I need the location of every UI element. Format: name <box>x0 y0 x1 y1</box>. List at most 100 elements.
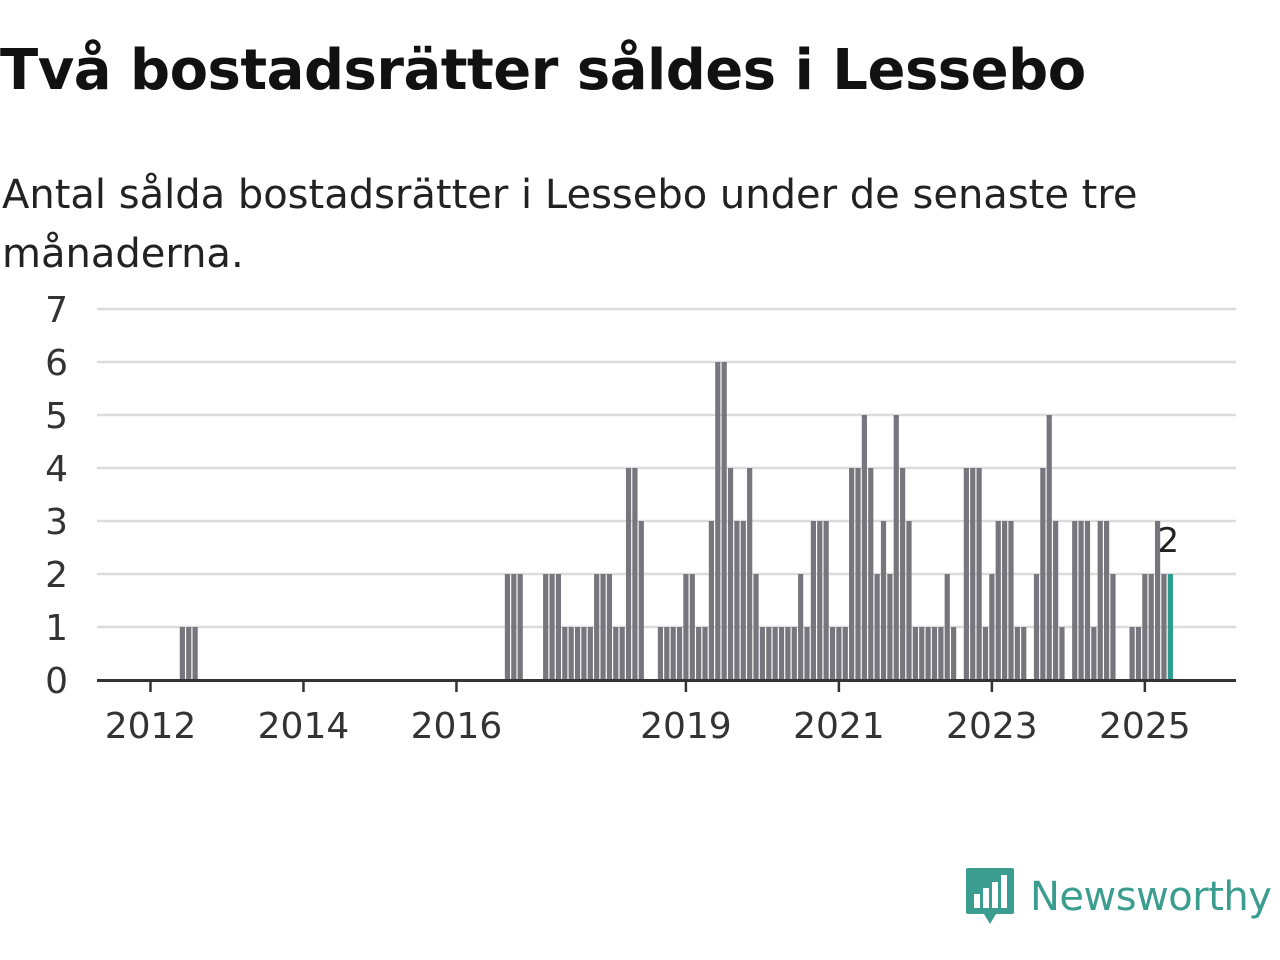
bar <box>868 468 874 680</box>
bar <box>670 627 676 680</box>
bar <box>708 521 715 680</box>
bar <box>829 627 836 680</box>
bar <box>912 627 918 680</box>
bar <box>562 627 568 680</box>
bar <box>549 574 555 680</box>
bar <box>823 521 829 680</box>
bar <box>963 468 969 680</box>
bar <box>1014 627 1020 680</box>
bar <box>976 468 982 680</box>
bar <box>179 627 185 680</box>
y-tick-label: 4 <box>45 449 68 490</box>
bar <box>919 627 925 680</box>
bar <box>619 627 625 680</box>
bar <box>836 627 842 680</box>
bar <box>504 574 511 680</box>
x-tick-label: 2023 <box>946 706 1038 747</box>
bar <box>772 627 778 680</box>
bar <box>1033 574 1040 680</box>
bar <box>555 574 562 680</box>
chart-subtitle: Antal sålda bostadsrätter i Lessebo unde… <box>2 172 1138 277</box>
y-tick-label: 1 <box>45 608 68 649</box>
bar <box>543 574 549 680</box>
bar <box>613 627 619 680</box>
bar <box>664 627 670 680</box>
bar <box>785 627 791 680</box>
y-tick-label: 6 <box>45 343 68 384</box>
bar <box>1104 521 1110 680</box>
chart-title: Två bostadsrätter såldes i Lessebo <box>0 38 1086 103</box>
bar <box>702 627 708 680</box>
bar <box>727 468 734 680</box>
bar <box>1078 521 1084 680</box>
bar <box>625 468 632 680</box>
bar <box>1084 521 1091 680</box>
bar <box>600 574 606 680</box>
x-tick-label: 2012 <box>105 706 197 747</box>
bar <box>1021 627 1027 680</box>
bar <box>842 627 848 680</box>
bar <box>740 521 746 680</box>
bar <box>874 574 880 680</box>
bar <box>1148 574 1154 680</box>
bar <box>581 627 587 680</box>
bar <box>938 627 944 680</box>
x-tick-label: 2019 <box>640 706 732 747</box>
bar <box>676 627 683 680</box>
brand-logo: Newsworthy <box>964 864 1272 930</box>
x-axis-tick-labels: 2012 2014 2016 2019 2021 2023 2025 <box>105 706 1191 747</box>
bar <box>192 627 198 680</box>
bar <box>982 627 989 680</box>
bar <box>1040 468 1046 680</box>
bar <box>791 627 797 680</box>
bar <box>587 627 593 680</box>
x-tick-label: 2025 <box>1099 706 1191 747</box>
bar <box>632 468 638 680</box>
bar <box>1161 574 1167 680</box>
bar <box>683 574 689 680</box>
x-tick-label: 2016 <box>411 706 503 747</box>
bar <box>778 627 785 680</box>
bar <box>1008 521 1014 680</box>
bar <box>1154 521 1161 680</box>
y-tick-label: 2 <box>45 555 68 596</box>
bar <box>1142 574 1148 680</box>
bar <box>1072 521 1078 680</box>
bar <box>1002 521 1008 680</box>
bar <box>1135 627 1142 680</box>
bar <box>759 627 765 680</box>
bar <box>893 415 899 680</box>
bar <box>186 627 192 680</box>
bar <box>925 627 931 680</box>
data-labels: 2 <box>1158 521 1180 561</box>
bar <box>1129 627 1135 680</box>
bar <box>798 574 804 680</box>
bar <box>606 574 613 680</box>
bar <box>1097 521 1103 680</box>
bar <box>855 468 861 680</box>
bar <box>689 574 695 680</box>
bar <box>951 627 957 680</box>
bar <box>753 574 759 680</box>
highlight-data-label: 2 <box>1158 521 1180 561</box>
bars <box>179 362 1173 680</box>
bar <box>989 574 995 680</box>
y-tick-label: 5 <box>45 396 68 437</box>
bar <box>995 521 1001 680</box>
bar <box>887 574 893 680</box>
bar <box>766 627 772 680</box>
bar <box>906 521 912 680</box>
x-axis <box>97 679 1236 692</box>
bar <box>1091 627 1097 680</box>
bar <box>849 468 855 680</box>
bar <box>1110 574 1116 680</box>
y-tick-label: 7 <box>45 290 68 331</box>
gridlines <box>97 307 1236 629</box>
bar <box>574 627 581 680</box>
bar <box>734 521 740 680</box>
bar <box>517 574 523 680</box>
bar <box>880 521 887 680</box>
bar <box>511 574 517 680</box>
bar <box>931 627 938 680</box>
